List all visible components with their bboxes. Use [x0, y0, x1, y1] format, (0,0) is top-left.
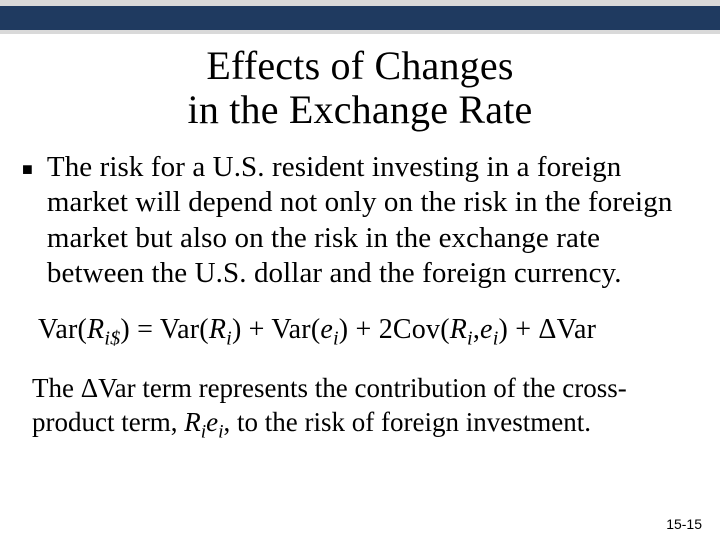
formula-text: ) = Var(: [120, 314, 208, 345]
bullet-marker-icon: ■: [22, 159, 33, 180]
formula-text: ,: [473, 314, 480, 345]
title-line-1: Effects of Changes: [206, 43, 513, 88]
formula-subscript: i$: [104, 327, 120, 349]
note-text: , to the risk of foreign investment.: [224, 407, 591, 437]
formula-symbol: R: [87, 314, 104, 345]
note-symbol: e: [206, 407, 218, 437]
note-text: Var: [98, 373, 135, 403]
formula-text: Var(: [38, 314, 87, 345]
formula-symbol: R: [450, 314, 467, 345]
header-stripe-bot: [0, 30, 720, 34]
bullet-block: ■ The risk for a U.S. resident investing…: [22, 150, 692, 292]
title-line-2: in the Exchange Rate: [188, 87, 533, 132]
formula-symbol: e: [480, 314, 493, 345]
formula-delta: Δ: [538, 314, 556, 345]
formula-text: ) +: [499, 314, 539, 345]
formula-text: Var: [557, 314, 596, 345]
formula-symbol: R: [209, 314, 226, 345]
formula-symbol: e: [320, 314, 333, 345]
bullet-text: The risk for a U.S. resident investing i…: [47, 150, 692, 292]
page-number: 15-15: [666, 516, 702, 532]
formula-text: ) + 2Cov(: [339, 314, 450, 345]
header-stripe-mid: [0, 6, 720, 30]
variance-formula: Var(Ri$) = Var(Ri) + Var(ei) + 2Cov(Ri,e…: [38, 314, 692, 351]
slide-title: Effects of Changes in the Exchange Rate: [20, 44, 700, 132]
header-bar: [0, 0, 720, 34]
formula-text: ) + Var(: [232, 314, 320, 345]
note-delta: Δ: [81, 373, 98, 403]
note-symbol: R: [184, 407, 201, 437]
note-text: The: [32, 373, 81, 403]
explanatory-note: The ΔVar term represents the contributio…: [32, 372, 692, 444]
